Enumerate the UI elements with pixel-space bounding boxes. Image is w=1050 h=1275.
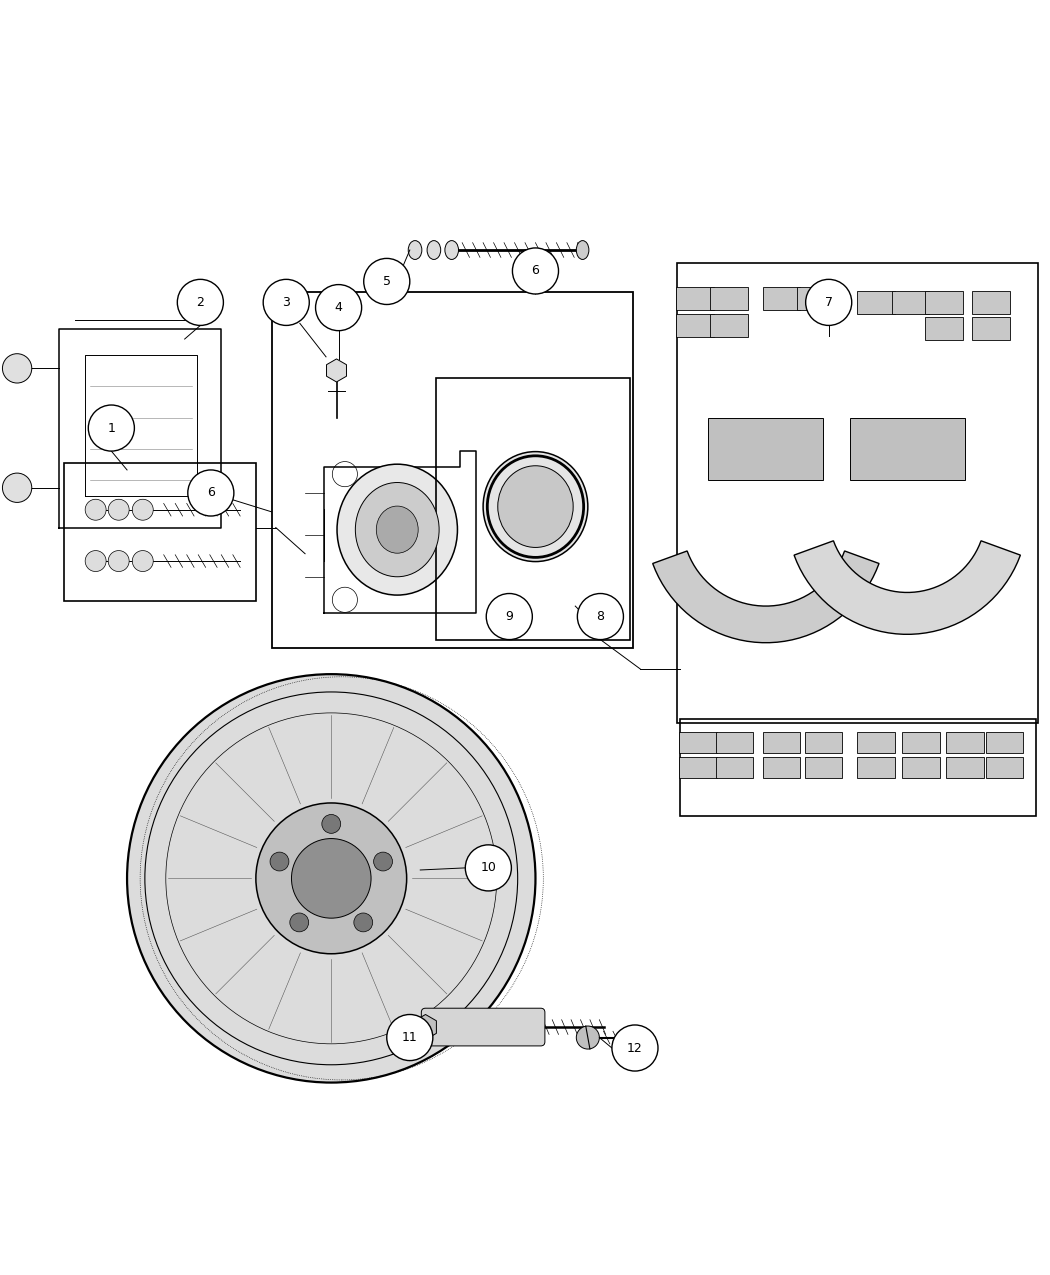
Text: 11: 11 bbox=[402, 1031, 418, 1044]
Text: 12: 12 bbox=[627, 1042, 643, 1054]
Circle shape bbox=[354, 913, 373, 932]
Circle shape bbox=[132, 551, 153, 571]
FancyBboxPatch shape bbox=[421, 1009, 545, 1046]
FancyBboxPatch shape bbox=[925, 317, 963, 340]
FancyBboxPatch shape bbox=[891, 291, 929, 314]
FancyBboxPatch shape bbox=[797, 287, 835, 310]
Circle shape bbox=[2, 473, 32, 502]
FancyBboxPatch shape bbox=[676, 314, 714, 337]
Ellipse shape bbox=[576, 241, 589, 259]
Ellipse shape bbox=[337, 464, 458, 595]
Circle shape bbox=[363, 259, 410, 305]
FancyBboxPatch shape bbox=[716, 757, 753, 778]
Text: 7: 7 bbox=[824, 296, 833, 309]
FancyBboxPatch shape bbox=[762, 732, 800, 752]
Text: 4: 4 bbox=[335, 301, 342, 314]
Ellipse shape bbox=[483, 451, 588, 561]
Circle shape bbox=[270, 852, 289, 871]
Circle shape bbox=[85, 500, 106, 520]
Ellipse shape bbox=[498, 465, 573, 547]
Text: 3: 3 bbox=[282, 296, 290, 309]
FancyBboxPatch shape bbox=[804, 757, 842, 778]
FancyBboxPatch shape bbox=[679, 757, 717, 778]
Polygon shape bbox=[327, 360, 346, 382]
Text: 9: 9 bbox=[505, 609, 513, 623]
FancyBboxPatch shape bbox=[946, 732, 984, 752]
FancyBboxPatch shape bbox=[986, 732, 1024, 752]
Circle shape bbox=[2, 353, 32, 382]
Circle shape bbox=[292, 839, 371, 918]
Circle shape bbox=[108, 500, 129, 520]
Circle shape bbox=[576, 1026, 600, 1049]
Ellipse shape bbox=[445, 241, 459, 259]
FancyBboxPatch shape bbox=[972, 317, 1010, 340]
FancyBboxPatch shape bbox=[711, 287, 748, 310]
FancyBboxPatch shape bbox=[762, 287, 800, 310]
Circle shape bbox=[322, 815, 340, 834]
FancyBboxPatch shape bbox=[716, 732, 753, 752]
Text: 2: 2 bbox=[196, 296, 205, 309]
Circle shape bbox=[290, 913, 309, 932]
FancyBboxPatch shape bbox=[925, 291, 963, 314]
Text: 8: 8 bbox=[596, 609, 605, 623]
Circle shape bbox=[386, 1015, 433, 1061]
FancyBboxPatch shape bbox=[804, 732, 842, 752]
Ellipse shape bbox=[376, 506, 418, 553]
FancyBboxPatch shape bbox=[709, 418, 823, 481]
Circle shape bbox=[188, 470, 234, 516]
Circle shape bbox=[264, 279, 310, 325]
FancyBboxPatch shape bbox=[676, 287, 714, 310]
Circle shape bbox=[316, 284, 361, 330]
Text: 5: 5 bbox=[383, 275, 391, 288]
Circle shape bbox=[805, 279, 852, 325]
FancyBboxPatch shape bbox=[986, 757, 1024, 778]
FancyBboxPatch shape bbox=[762, 757, 800, 778]
Polygon shape bbox=[415, 1015, 437, 1039]
FancyBboxPatch shape bbox=[946, 757, 984, 778]
Circle shape bbox=[88, 405, 134, 451]
Ellipse shape bbox=[408, 241, 422, 259]
Ellipse shape bbox=[427, 241, 441, 259]
Circle shape bbox=[612, 1025, 658, 1071]
FancyBboxPatch shape bbox=[711, 314, 748, 337]
FancyBboxPatch shape bbox=[849, 418, 965, 481]
Circle shape bbox=[486, 594, 532, 640]
Circle shape bbox=[85, 551, 106, 571]
FancyBboxPatch shape bbox=[902, 757, 940, 778]
Text: 6: 6 bbox=[531, 264, 540, 278]
Polygon shape bbox=[794, 541, 1021, 634]
FancyBboxPatch shape bbox=[972, 291, 1010, 314]
Circle shape bbox=[374, 852, 393, 871]
Polygon shape bbox=[653, 551, 879, 643]
Circle shape bbox=[132, 500, 153, 520]
Circle shape bbox=[578, 594, 624, 640]
FancyBboxPatch shape bbox=[857, 757, 895, 778]
Circle shape bbox=[177, 279, 224, 325]
Text: 6: 6 bbox=[207, 487, 215, 500]
Circle shape bbox=[127, 674, 536, 1082]
Text: 1: 1 bbox=[107, 422, 116, 435]
Circle shape bbox=[512, 247, 559, 295]
Circle shape bbox=[108, 551, 129, 571]
Circle shape bbox=[465, 845, 511, 891]
FancyBboxPatch shape bbox=[679, 732, 717, 752]
FancyBboxPatch shape bbox=[857, 732, 895, 752]
FancyBboxPatch shape bbox=[902, 732, 940, 752]
Circle shape bbox=[256, 803, 406, 954]
Text: 10: 10 bbox=[481, 862, 497, 875]
Ellipse shape bbox=[355, 482, 439, 576]
FancyBboxPatch shape bbox=[857, 291, 895, 314]
